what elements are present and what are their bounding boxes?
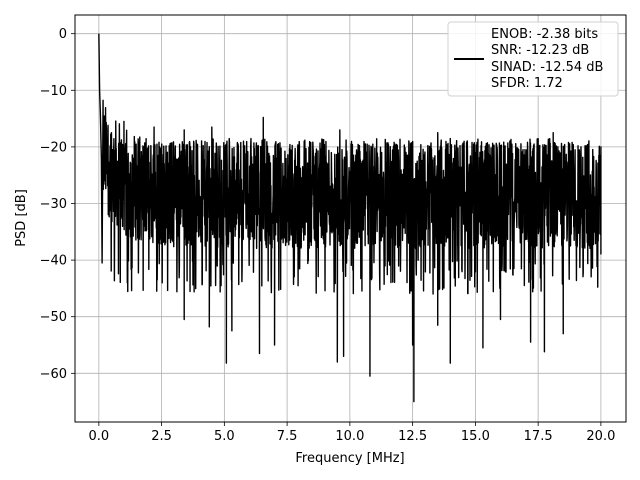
y-tick-label: −20 — [40, 140, 67, 155]
series-layer — [98, 33, 602, 403]
x-tick-label: 5.0 — [214, 429, 235, 444]
legend-entry-sinad: SINAD: -12.54 dB — [491, 60, 603, 75]
x-tick-label: 0.0 — [89, 429, 110, 444]
y-tick-label: 0 — [59, 27, 67, 42]
plot-frame — [74, 14, 627, 423]
y-tick-label: −50 — [40, 310, 67, 325]
x-axis-ticks: 0.0 2.5 5.0 7.5 10.0 12.5 15.0 17.5 20.0 — [89, 422, 615, 444]
series-line-psd — [98, 33, 602, 403]
x-tick-label: 7.5 — [277, 429, 298, 444]
x-tick-label: 2.5 — [151, 429, 172, 444]
x-tick-label: 20.0 — [586, 429, 615, 444]
legend-entry-sfdr: SFDR: 1.72 — [491, 76, 563, 91]
legend: ENOB: -2.38 bits SNR: -12.23 dB SINAD: -… — [447, 21, 619, 97]
x-tick-label: 10.0 — [335, 429, 364, 444]
y-tick-label: −40 — [40, 254, 67, 269]
legend-entry-enob: ENOB: -2.38 bits — [491, 27, 598, 42]
y-axis-label: PSD [dB] — [14, 189, 29, 247]
x-tick-label: 12.5 — [398, 429, 427, 444]
y-tick-label: −60 — [40, 367, 67, 382]
y-axis-ticks: 0 −10 −20 −30 −40 −50 −60 — [40, 27, 75, 382]
x-tick-label: 17.5 — [524, 429, 553, 444]
x-tick-label: 15.0 — [461, 429, 490, 444]
x-axis-label: Frequency [MHz] — [295, 451, 404, 466]
legend-entry-snr: SNR: -12.23 dB — [491, 43, 589, 58]
y-tick-label: −10 — [40, 84, 67, 99]
y-tick-label: −30 — [40, 197, 67, 212]
legend-box — [447, 21, 619, 97]
